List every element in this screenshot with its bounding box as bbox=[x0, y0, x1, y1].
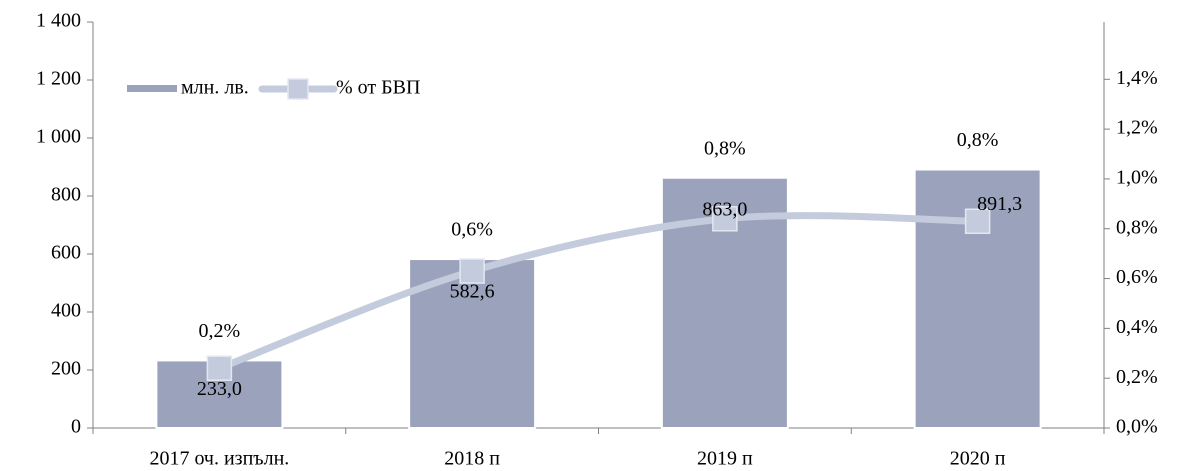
line-marker bbox=[964, 208, 991, 235]
y2-tick-label: 0,2% bbox=[1116, 366, 1158, 388]
bar-value-label: 891,3 bbox=[977, 193, 1022, 215]
y-tick-label: 1 000 bbox=[36, 126, 81, 148]
bar-value-label: 863,0 bbox=[702, 198, 747, 220]
line-value-label: 0,8% bbox=[957, 129, 999, 151]
line-marker bbox=[206, 355, 233, 381]
bar-value-label: 233,0 bbox=[197, 378, 242, 400]
legend-swatch bbox=[127, 85, 177, 92]
y2-tick-label: 1,4% bbox=[1116, 67, 1158, 89]
line-marker bbox=[459, 258, 485, 284]
y-tick-label: 0 bbox=[71, 416, 81, 438]
y2-tick-label: 1,0% bbox=[1116, 167, 1158, 189]
legend-label: млн. лв. bbox=[181, 77, 249, 99]
y2-tick-label: 0,0% bbox=[1116, 416, 1158, 438]
y2-tick-label: 1,2% bbox=[1116, 117, 1158, 139]
y-tick-label: 1 400 bbox=[36, 10, 81, 32]
y-tick-label: 800 bbox=[51, 184, 81, 206]
y2-tick-label: 0,8% bbox=[1116, 216, 1158, 238]
x-tick-label: 2019 п bbox=[697, 448, 753, 470]
y2-tick-label: 0,6% bbox=[1116, 266, 1158, 288]
y2-tick-label: 0,4% bbox=[1116, 316, 1158, 338]
line-value-label: 0,2% bbox=[199, 320, 241, 342]
legend-label: % от БВП bbox=[336, 77, 420, 99]
x-tick-label: 2020 п bbox=[950, 448, 1006, 470]
line-marker bbox=[712, 206, 738, 232]
bar-value-label: 582,6 bbox=[450, 281, 495, 303]
line-value-label: 0,8% bbox=[704, 137, 746, 159]
x-tick-label: 2017 оч. изпълн. bbox=[149, 448, 289, 470]
y-tick-label: 400 bbox=[51, 300, 81, 322]
y-tick-label: 1 200 bbox=[36, 68, 81, 90]
y-tick-label: 600 bbox=[51, 242, 81, 264]
line bbox=[215, 212, 982, 372]
y-tick-label: 200 bbox=[51, 358, 81, 380]
legend-swatch bbox=[287, 78, 309, 100]
x-tick-label: 2018 п bbox=[444, 448, 500, 470]
line-value-label: 0,6% bbox=[451, 219, 493, 241]
